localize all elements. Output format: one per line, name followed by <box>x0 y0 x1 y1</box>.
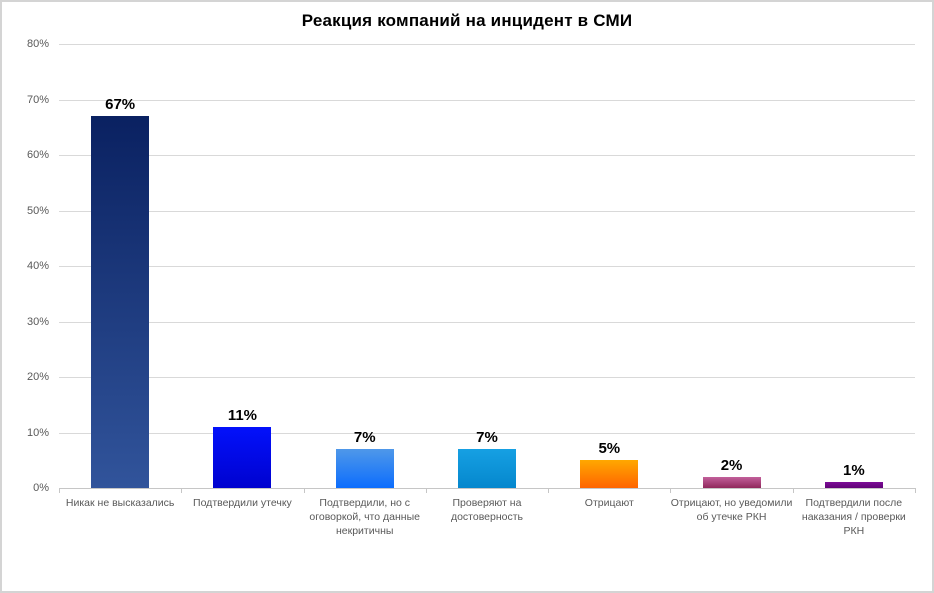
y-tick-label: 30% <box>26 315 49 328</box>
y-tick-label: 50% <box>26 204 49 217</box>
gridline <box>59 432 915 434</box>
x-axis-tick <box>303 488 305 493</box>
bar-value-label: 2% <box>720 456 743 474</box>
gridline <box>59 266 915 267</box>
x-axis-tick <box>425 488 427 493</box>
x-axis-tick <box>59 488 60 493</box>
bar <box>457 449 516 488</box>
bar-value-label: 1% <box>843 462 865 480</box>
x-category-label: Подтвердили, но с оговоркой, что данные … <box>309 497 420 537</box>
bar <box>335 449 394 488</box>
gridline <box>59 377 915 378</box>
gridline <box>59 321 915 323</box>
bar-value-label: 11% <box>227 406 258 424</box>
x-axis-tick <box>181 488 183 493</box>
x-axis-tick <box>670 488 672 493</box>
x-category-label: Подтвердили утечку <box>193 497 292 509</box>
bar <box>213 426 272 488</box>
x-category-label: Никак не высказались <box>65 497 175 509</box>
y-tick-label: 20% <box>26 371 49 383</box>
gridline <box>59 44 915 45</box>
gridline <box>59 99 915 101</box>
x-category-label: Подтвердили после наказания / проверки Р… <box>801 497 906 537</box>
bar-slot: 11% <box>181 44 303 488</box>
chart-title: Реакция компаний на инцидент в СМИ <box>301 11 633 30</box>
x-category-label: Отрицают <box>584 497 634 509</box>
bar-slot: 2% <box>670 44 792 488</box>
y-tick-label: 60% <box>26 149 49 161</box>
bar-value-label: 7% <box>476 429 498 447</box>
y-tick-label: 80% <box>26 38 49 50</box>
y-tick-label: 10% <box>26 426 49 439</box>
bar <box>91 116 150 488</box>
bar-slot: 5% <box>548 44 670 488</box>
bar <box>824 482 883 488</box>
gridline <box>59 155 915 156</box>
x-axis-tick <box>548 488 550 493</box>
x-axis-tick <box>915 488 916 493</box>
bar-slot: 1% <box>793 44 915 488</box>
bar-value-label: 67% <box>105 96 136 114</box>
y-tick-label: 70% <box>26 93 49 106</box>
y-axis: 0% 10% 20% 30% 40% 50% 60% 70% 80% <box>2 2 49 591</box>
x-axis-tick <box>792 488 794 493</box>
bar <box>580 460 639 488</box>
bar-slot: 7% <box>304 44 426 488</box>
x-category-label: Отрицают, но уведомили об утечке РКН <box>670 497 793 523</box>
y-tick-label: 40% <box>26 260 49 272</box>
plot-area: 67% 11% 7% 7% 5% 2% 1% <box>59 44 915 489</box>
bar <box>702 476 761 488</box>
bar-slot: 67% <box>59 44 181 488</box>
x-axis-line <box>59 488 915 489</box>
bar-slot: 7% <box>426 44 548 488</box>
y-tick-label: 0% <box>33 482 49 494</box>
bar-value-label: 5% <box>598 440 621 458</box>
bar-value-label: 7% <box>353 429 376 447</box>
gridline <box>59 210 915 212</box>
x-category-label: Проверяют на достоверность <box>450 497 524 523</box>
